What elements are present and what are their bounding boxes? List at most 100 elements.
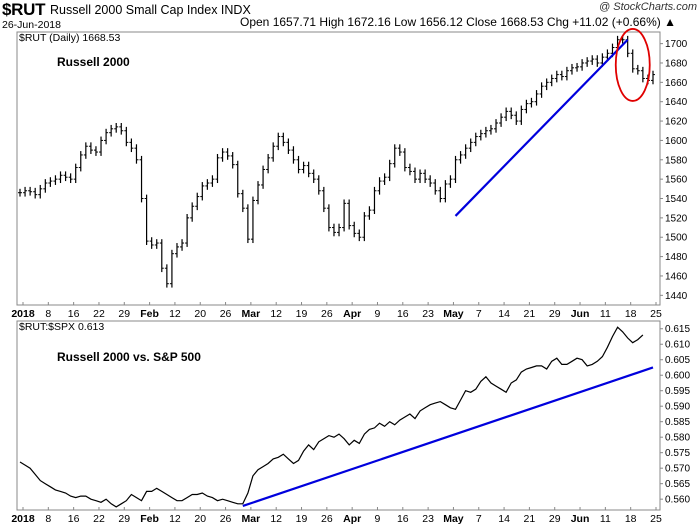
- price-xtick-label: May: [443, 308, 464, 320]
- price-bar: [585, 57, 590, 67]
- price-bar: [635, 64, 640, 75]
- price-bar: [499, 113, 504, 127]
- price-bar: [109, 124, 114, 137]
- price-xtick-label: 11: [600, 308, 611, 320]
- ratio-xtick-label: 14: [498, 513, 510, 525]
- price-bar: [524, 99, 529, 114]
- price-bar: [549, 74, 554, 87]
- price-bar: [448, 175, 453, 188]
- price-bar: [306, 161, 311, 178]
- price-bar: [443, 180, 448, 203]
- stockcharts-credit: @ StockCharts.com: [599, 1, 697, 13]
- price-bar: [93, 146, 98, 156]
- price-bar: [240, 189, 245, 213]
- price-bar: [225, 148, 230, 160]
- price-xtick-label: 23: [422, 308, 434, 320]
- price-xtick-label: 21: [524, 308, 536, 320]
- price-xtick-label: 29: [118, 308, 130, 320]
- price-bar: [534, 90, 539, 106]
- price-xtick-label: 18: [625, 308, 637, 320]
- quote-date: 26-Jun-2018: [2, 19, 61, 31]
- price-bar: [210, 175, 215, 187]
- price-xtick-label: 20: [194, 308, 206, 320]
- price-bar: [326, 204, 331, 232]
- price-bar: [139, 155, 144, 203]
- price-xtick-label: 12: [169, 308, 181, 320]
- price-bar: [195, 192, 200, 211]
- price-ytick-label: 1520: [665, 213, 688, 224]
- price-bar: [331, 223, 336, 237]
- price-ytick-label: 1500: [665, 233, 688, 244]
- price-xtick-label: Feb: [140, 308, 159, 320]
- price-bar: [651, 70, 655, 85]
- price-bar: [281, 132, 286, 147]
- price-bar: [149, 237, 154, 249]
- ratio-ytick-label: 0.560: [665, 495, 690, 506]
- ratio-xtick-label: 9: [375, 513, 381, 525]
- price-bar: [347, 199, 352, 230]
- price-bar: [266, 153, 271, 174]
- price-bar: [235, 160, 240, 198]
- price-bar: [185, 214, 190, 247]
- ohlc-readout: Open 1657.71 High 1672.16 Low 1656.12 Cl…: [240, 15, 676, 29]
- price-bar: [43, 179, 48, 193]
- price-xtick-label: 9: [375, 308, 381, 320]
- ratio-xtick-label: May: [443, 513, 464, 525]
- ratio-ytick-label: 0.610: [665, 340, 690, 351]
- ratio-xtick-label: 22: [93, 513, 105, 525]
- price-bar: [483, 126, 488, 138]
- ratio-xtick-label: 8: [45, 513, 51, 525]
- price-bar: [114, 123, 119, 133]
- price-xtick-label: 16: [397, 308, 409, 320]
- ratio-xtick-label: 11: [600, 513, 611, 525]
- ratio-trendline: [242, 366, 654, 508]
- price-ytick-label: 1660: [665, 78, 688, 89]
- price-bar: [569, 63, 574, 75]
- ratio-xtick-label: 2018: [11, 513, 35, 525]
- ratio-xtick-label: 21: [524, 513, 536, 525]
- ratio-xtick-label: 26: [321, 513, 333, 525]
- ratio-legend: $RUT:$SPX 0.613: [19, 321, 104, 333]
- price-bar: [392, 144, 397, 168]
- price-bar: [58, 171, 63, 184]
- price-bar: [458, 151, 463, 164]
- price-bar: [372, 186, 377, 214]
- price-bar: [377, 177, 382, 195]
- price-bar: [418, 169, 423, 184]
- ratio-ytick-label: 0.580: [665, 433, 690, 444]
- price-xtick-label: 26: [220, 308, 232, 320]
- price-xtick-label: 14: [498, 308, 510, 320]
- price-bar: [575, 62, 580, 72]
- price-bar: [412, 167, 417, 184]
- ratio-xtick-label: Apr: [343, 513, 361, 525]
- ratio-xtick-label: 23: [422, 513, 434, 525]
- price-ytick-label: 1700: [665, 39, 688, 50]
- price-bar: [316, 175, 321, 195]
- price-bar: [463, 144, 468, 159]
- ratio-xtick-label: Jun: [571, 513, 590, 525]
- price-ytick-label: 1440: [665, 291, 688, 302]
- price-bar: [438, 186, 443, 203]
- price-ytick-label: 1640: [665, 97, 688, 108]
- ratio-ytick-label: 0.565: [665, 479, 690, 490]
- ratio-xtick-label: 25: [650, 513, 662, 525]
- price-bar: [473, 132, 478, 147]
- price-bar: [286, 138, 291, 154]
- price-bar: [397, 144, 402, 156]
- price-xtick-label: 25: [650, 308, 662, 320]
- price-bar: [433, 179, 438, 195]
- price-bar: [119, 123, 124, 135]
- price-bar: [78, 151, 83, 172]
- price-bar: [124, 126, 129, 147]
- price-bar: [625, 35, 630, 58]
- price-ytick-label: 1540: [665, 194, 688, 205]
- price-xtick-label: 8: [45, 308, 51, 320]
- price-bar: [488, 124, 493, 135]
- ratio-xtick-label: 26: [220, 513, 232, 525]
- price-bar: [423, 169, 428, 184]
- price-bar: [301, 161, 306, 174]
- ratio-xtick-label: 16: [68, 513, 80, 525]
- price-xtick-label: 26: [321, 308, 333, 320]
- price-bar: [428, 175, 433, 187]
- price-bar: [554, 70, 559, 83]
